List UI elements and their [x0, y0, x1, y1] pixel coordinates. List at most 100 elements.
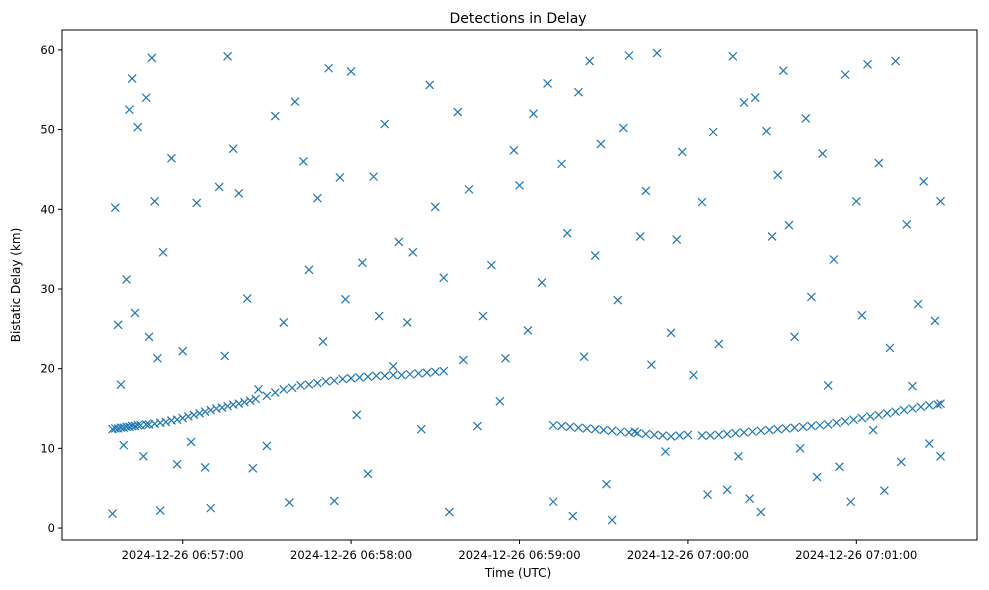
- scatter-point: [405, 369, 415, 379]
- scatter-point: [537, 278, 547, 288]
- scatter-point: [472, 421, 482, 431]
- chart-title: Detections in Delay: [449, 11, 586, 27]
- scatter-point: [439, 273, 449, 283]
- scatter-point: [304, 265, 314, 275]
- scatter-point: [840, 70, 850, 80]
- scatter-point: [279, 384, 289, 394]
- scatter-point: [161, 417, 171, 427]
- scatter-point: [697, 431, 707, 441]
- scatter-point: [714, 339, 724, 349]
- scatter-point: [245, 396, 255, 405]
- scatter-point: [868, 425, 878, 435]
- scatter-point: [254, 384, 263, 394]
- scatter-point: [141, 420, 151, 429]
- y-tick-label: 60: [40, 43, 55, 57]
- x-tick-label: 2024-12-26 06:57:00: [122, 548, 244, 562]
- scatter-point: [130, 308, 140, 318]
- scatter-point: [186, 437, 196, 447]
- scatter-point: [408, 247, 418, 257]
- scatter-point: [133, 420, 143, 430]
- scatter-point: [557, 159, 567, 169]
- scatter-point: [414, 369, 423, 378]
- scatter-point: [795, 443, 805, 453]
- scatter-point: [574, 423, 583, 433]
- scatter-point: [672, 235, 682, 245]
- scatter-point: [762, 126, 771, 136]
- scatter-point: [857, 413, 867, 423]
- scatter-point: [155, 506, 165, 515]
- scatter-point: [579, 352, 589, 362]
- scatter-point: [388, 361, 398, 371]
- scatter-point: [402, 318, 412, 327]
- scatter-point: [509, 145, 519, 155]
- scatter-point: [865, 412, 875, 421]
- scatter-point: [369, 172, 378, 182]
- scatter-point: [150, 196, 160, 206]
- scatter-point: [835, 462, 844, 472]
- scatter-point: [394, 237, 404, 247]
- scatter-point: [882, 408, 892, 418]
- scatter-point: [708, 127, 718, 137]
- scatter-points: [108, 48, 945, 525]
- scatter-point: [607, 515, 617, 525]
- scatter-point: [562, 228, 572, 238]
- y-tick-label: 50: [40, 123, 55, 137]
- scatter-point: [919, 176, 929, 186]
- scatter-point: [416, 424, 426, 434]
- scatter-point: [240, 397, 249, 407]
- scatter-point: [158, 247, 168, 257]
- scatter-point: [223, 51, 233, 61]
- scatter-point: [223, 401, 233, 411]
- scatter-point: [683, 430, 693, 440]
- scatter-point: [613, 295, 623, 305]
- scatter-point: [153, 353, 162, 363]
- scatter-point: [430, 202, 440, 212]
- scatter-point: [806, 421, 816, 431]
- scatter-point: [630, 427, 640, 437]
- scatter-point: [574, 87, 583, 97]
- scatter-point: [689, 370, 698, 380]
- scatter-point: [661, 447, 670, 456]
- scatter-point: [453, 107, 463, 117]
- scatter-point: [930, 316, 940, 326]
- scatter-point: [666, 328, 676, 338]
- plot-area: [61, 29, 978, 541]
- scatter-point: [200, 463, 210, 472]
- scatter-point: [879, 486, 889, 496]
- scatter-point: [936, 451, 945, 461]
- scatter-point: [764, 425, 774, 435]
- x-tick-label: 2024-12-26 06:58:00: [290, 548, 412, 562]
- scatter-point: [936, 399, 945, 409]
- scatter-point: [798, 422, 808, 432]
- scatter-point: [116, 380, 126, 390]
- scatter-point: [324, 63, 334, 73]
- scatter-point: [312, 193, 322, 203]
- scatter-point: [329, 496, 339, 506]
- scatter-point: [122, 274, 131, 284]
- scatter-point: [885, 343, 895, 353]
- y-tick-label: 10: [40, 441, 55, 455]
- scatter-point: [206, 503, 216, 513]
- scatter-point: [635, 231, 645, 241]
- scatter-point: [806, 292, 816, 302]
- scatter-point: [183, 412, 193, 421]
- scatter-point: [697, 197, 707, 207]
- scatter-point: [632, 428, 642, 438]
- scatter-point: [891, 56, 901, 66]
- scatter-point: [739, 98, 749, 107]
- scatter-point: [248, 463, 258, 473]
- scatter-point: [557, 421, 567, 431]
- scatter-point: [444, 507, 454, 517]
- scatter-point: [548, 420, 558, 430]
- scatter-point: [346, 373, 356, 383]
- scatter-point: [784, 220, 794, 230]
- scatter-point: [781, 424, 791, 433]
- scatter-point: [543, 78, 552, 88]
- scatter-point: [734, 451, 743, 461]
- scatter-point: [874, 158, 884, 168]
- x-tick-label: 2024-12-26 07:00:00: [627, 548, 749, 562]
- scatter-point: [851, 196, 861, 206]
- scatter-point: [108, 509, 117, 519]
- y-tick-label: 20: [40, 362, 55, 376]
- scatter-point: [352, 410, 362, 420]
